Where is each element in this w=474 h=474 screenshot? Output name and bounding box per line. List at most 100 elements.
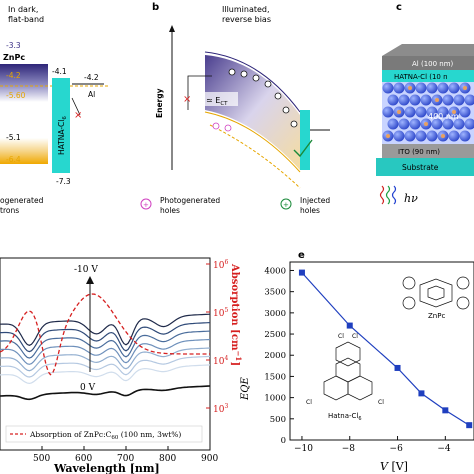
eqe-point — [466, 422, 473, 429]
substrate-label: Substrate — [402, 163, 439, 172]
molecule-ball — [404, 130, 416, 142]
level-42-left: -4.2 — [6, 71, 21, 80]
c60-dot — [452, 110, 456, 114]
c60-dot — [397, 110, 401, 114]
molecule-ball — [426, 106, 438, 118]
eqe-point — [298, 269, 305, 276]
substrate-layer — [376, 158, 474, 176]
znpc-band — [0, 64, 48, 102]
eqe-point — [418, 390, 425, 397]
al-layer-top — [382, 44, 474, 56]
x-ticks-d: 500 600 700 800 900 — [33, 446, 218, 464]
x-tick-label-d: 900 — [201, 454, 218, 464]
legend-electrons-2: trons — [0, 206, 19, 215]
electron-dots — [228, 68, 298, 128]
plot-e-frame — [289, 261, 474, 441]
molecule-ball — [437, 82, 449, 94]
y-tick-label-e: 2000 — [264, 351, 286, 361]
al-layer — [382, 56, 474, 70]
molecule-ball — [459, 106, 471, 118]
hole-plus: + — [143, 201, 149, 209]
c60-dot — [463, 86, 467, 90]
c60-dot — [408, 86, 412, 90]
molecule-ball — [448, 130, 460, 142]
panel-b: b Illuminated, reverse bias Energy ≃ ECT… — [152, 2, 330, 189]
panel-e: e 0 500 1000 1500 2000 2500 3000 3500 4000 −10 −8… — [240, 250, 474, 473]
ito-layer — [382, 144, 474, 158]
right-ticks-d: 103 104 105 106 — [206, 259, 228, 415]
x-label-d: Wavelength [nm] — [53, 462, 160, 474]
molecule-ball — [409, 118, 421, 130]
x-tick-label-d: 700 — [117, 454, 134, 464]
molecule-ball — [393, 82, 405, 94]
right-tick-label-d: 104 — [213, 355, 228, 367]
energy-label: Energy — [155, 88, 164, 118]
eqe-spectrum-line — [0, 355, 211, 378]
znpc-label: ZnPc — [3, 53, 25, 62]
y-label-e: EQE — [240, 377, 251, 401]
right-tick-label-d: 106 — [213, 259, 228, 271]
eqe-spectrum-line — [0, 347, 211, 372]
hatna-mol-label: Hatna-Cl6 — [328, 412, 362, 422]
y-tick-label-e: 4000 — [264, 266, 286, 276]
legend-injected-1: Injected — [300, 196, 330, 205]
molecule-ball — [393, 130, 405, 142]
molecule-ball — [398, 94, 410, 106]
panel-e-letter: e — [298, 250, 305, 261]
bias-label-bottom: 0 V — [80, 383, 96, 393]
right-tick-label-d: 105 — [213, 307, 228, 319]
molecule-ball — [459, 130, 471, 142]
level-42-right: -4.2 — [84, 73, 99, 82]
eqe-spectrum-line — [0, 338, 211, 365]
cl-label-3: Cl — [306, 399, 312, 406]
hatna-b — [300, 110, 310, 170]
eqe-spectrum-line — [0, 322, 211, 353]
inject-check — [293, 139, 313, 158]
molecule-ball — [442, 94, 454, 106]
plot-d-curves — [0, 313, 211, 401]
cl-label-1: Cl — [338, 333, 344, 340]
c60-dot — [386, 134, 390, 138]
ect-label: ≃ ECT — [206, 96, 228, 107]
legend-holes-1: Photogenerated — [160, 196, 220, 205]
eqe-points — [298, 269, 473, 429]
ito-thickness: ITO (90 nm) — [398, 148, 440, 156]
x-tick-label-d: 600 — [75, 454, 92, 464]
molecule-ball — [387, 118, 399, 130]
y-tick-label-e: 1500 — [264, 372, 286, 382]
hole-icon — [140, 198, 152, 210]
level-top: -3.3 — [6, 41, 21, 50]
c60-dot — [435, 98, 439, 102]
molecule-ball — [426, 82, 438, 94]
x-label-e: V [V] — [380, 460, 408, 473]
y-ticks-e: 0 500 1000 1500 2000 2500 3000 3500 4000 — [264, 266, 294, 446]
ect-box — [202, 92, 238, 106]
legend-entry-d: Absorption of ZnPc:C60 (100 nm, 3wt%) — [29, 430, 181, 441]
c60-dot — [441, 134, 445, 138]
molecule-ball — [415, 130, 427, 142]
x-tick-label-e: −8 — [342, 444, 356, 454]
y-tick-label-e: 3000 — [264, 309, 286, 319]
energy-axis-head — [169, 25, 175, 32]
level-73: -7.3 — [56, 177, 71, 186]
cl-label-4: Cl — [378, 399, 384, 406]
legend-box-d — [5, 425, 203, 443]
panel-a: In dark, flat-band -3.3 ZnPc -4.2 -5.60 … — [0, 5, 110, 186]
eqe-line — [301, 272, 470, 426]
molecule-ball — [415, 82, 427, 94]
injected-plus: + — [283, 201, 289, 209]
panel-b-title-1: Illuminated, — [222, 5, 270, 14]
y-tick-label-e: 2500 — [264, 330, 286, 340]
molecule-ball — [426, 130, 438, 142]
injected-icon — [280, 198, 292, 210]
x-ticks-e: −10 −8 −6 −4 — [294, 436, 451, 454]
y-tick-label-e: 1000 — [264, 394, 286, 404]
gold-band — [0, 138, 48, 164]
eqe-spectrum-line — [0, 364, 211, 385]
hatna-layer — [382, 70, 474, 82]
panel-c-letter: c — [396, 2, 402, 13]
band-b-lower — [204, 111, 301, 173]
hole-dots — [212, 122, 232, 132]
ball-cluster — [382, 82, 474, 142]
al-thickness: Al (100 nm) — [412, 60, 454, 68]
